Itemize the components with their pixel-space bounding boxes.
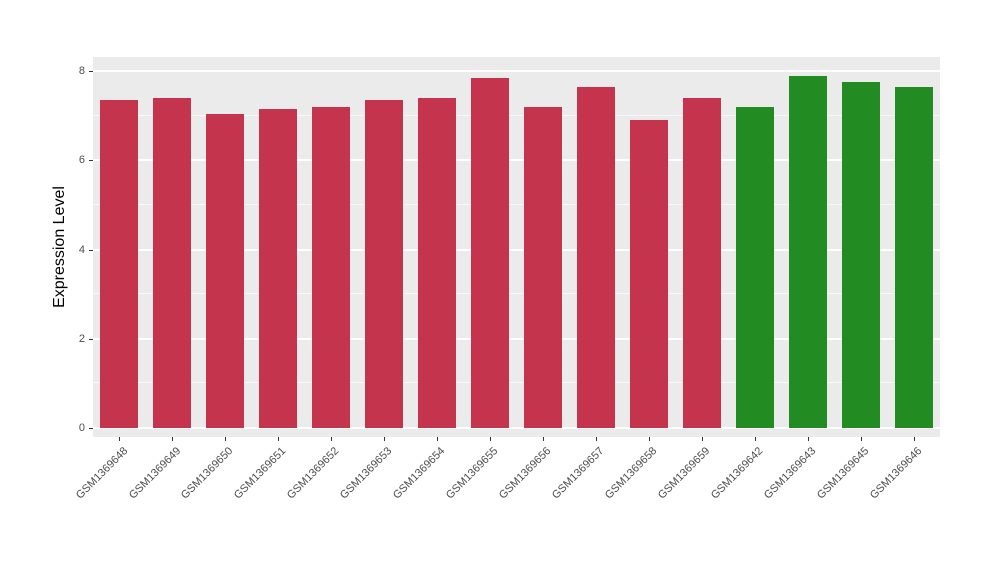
bar-GSM1369652 (312, 106, 351, 428)
bar-GSM1369648 (100, 100, 139, 428)
x-tick-label-GSM1369642: GSM1369642 (708, 445, 766, 502)
y-tick-label-8: 8 (78, 65, 85, 78)
gridline-major (93, 248, 940, 251)
gridline-major (93, 70, 940, 73)
y-tick-mark (89, 160, 93, 162)
x-tick-mark (119, 437, 121, 441)
x-tick-mark (542, 437, 544, 441)
bar-GSM1369654 (418, 97, 457, 428)
x-tick-label-GSM1369645: GSM1369645 (814, 445, 872, 502)
x-tick-label-GSM1369654: GSM1369654 (391, 445, 448, 502)
bar-GSM1369649 (153, 97, 192, 428)
bar-GSM1369653 (365, 100, 404, 428)
x-tick-label-GSM1369651: GSM1369651 (232, 445, 289, 502)
plot-panel (93, 57, 940, 437)
x-tick-mark (172, 437, 174, 441)
x-tick-label-GSM1369649: GSM1369649 (126, 445, 183, 502)
bar-GSM1369646 (894, 86, 933, 428)
x-tick-mark (225, 437, 227, 441)
y-tick-label-4: 4 (78, 243, 85, 256)
x-tick-label-GSM1369655: GSM1369655 (444, 445, 501, 502)
bar-GSM1369656 (523, 106, 562, 428)
bar-GSM1369642 (735, 106, 774, 428)
bar-GSM1369659 (682, 97, 721, 428)
x-tick-mark (490, 437, 492, 441)
y-tick-label-6: 6 (78, 154, 85, 167)
x-tick-mark (913, 437, 915, 441)
x-tick-label-GSM1369658: GSM1369658 (602, 445, 660, 502)
gridline-major (93, 427, 940, 429)
x-tick-label-GSM1369653: GSM1369653 (338, 445, 395, 502)
bar-GSM1369645 (841, 82, 880, 428)
x-tick-mark (648, 437, 650, 441)
y-tick-mark (89, 71, 93, 73)
y-tick-label-2: 2 (78, 332, 85, 345)
bar-GSM1369643 (788, 75, 827, 428)
x-tick-mark (437, 437, 439, 441)
x-tick-label-GSM1369652: GSM1369652 (285, 445, 342, 502)
gridline-major (93, 159, 940, 162)
y-tick-label-0: 0 (78, 422, 85, 434)
gridline-major (93, 337, 940, 340)
y-tick-mark (89, 249, 93, 251)
x-tick-mark (701, 437, 703, 441)
x-tick-mark (278, 437, 280, 441)
bar-GSM1369655 (471, 77, 510, 428)
x-tick-mark (384, 437, 386, 441)
y-tick-mark (89, 338, 93, 340)
bar-GSM1369650 (206, 113, 245, 428)
bar-GSM1369651 (259, 109, 298, 428)
bar-GSM1369657 (576, 86, 615, 428)
x-tick-mark (807, 437, 809, 441)
x-tick-mark (860, 437, 862, 441)
gridline-minor (93, 293, 940, 295)
x-tick-label-GSM1369650: GSM1369650 (179, 445, 236, 502)
x-tick-label-GSM1369643: GSM1369643 (761, 445, 819, 502)
x-tick-mark (595, 437, 597, 441)
x-tick-mark (331, 437, 333, 441)
x-tick-label-GSM1369656: GSM1369656 (496, 445, 554, 502)
bar-GSM1369658 (629, 120, 668, 428)
gridline-minor (93, 204, 940, 205)
y-tick-mark (89, 428, 93, 429)
x-tick-label-GSM1369648: GSM1369648 (73, 445, 130, 502)
x-tick-label-GSM1369659: GSM1369659 (655, 445, 713, 502)
gridline-minor (93, 114, 940, 116)
x-tick-label-GSM1369646: GSM1369646 (867, 445, 925, 502)
gridline-minor (93, 382, 940, 384)
x-tick-mark (754, 437, 756, 441)
x-tick-label-GSM1369657: GSM1369657 (549, 445, 607, 502)
